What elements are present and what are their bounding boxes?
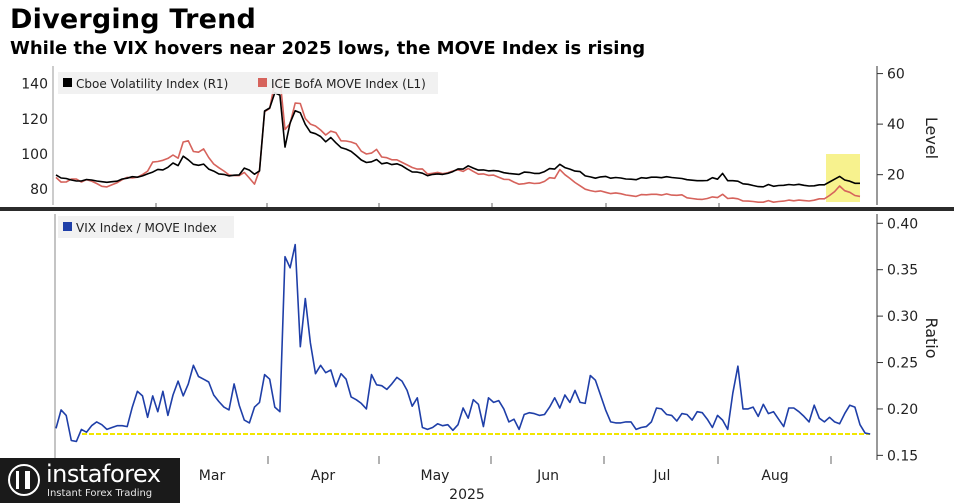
- watermark-brand: instaforex: [46, 460, 161, 488]
- bottom-panel: 0.15 0.20 0.25 0.30 0.35 0.40 Ratio VIX Index /…: [54, 214, 941, 503]
- panel-divider: [0, 207, 954, 211]
- top-panel: 80 100 120 140 20 40 60 Level Cboe Volatility In…: [0, 66, 954, 211]
- chart-title: Diverging Trend: [10, 4, 257, 35]
- top-right-tick-label: 40: [887, 117, 905, 133]
- bottom-right-tick-label: 0.35: [887, 263, 918, 279]
- bottom-right-tick-label: 0.40: [887, 216, 918, 232]
- x-tick-label: Jul: [653, 468, 671, 484]
- top-right-tick-label: 20: [887, 168, 905, 184]
- x-tick-label: Apr: [311, 468, 335, 484]
- x-tick-label: Aug: [761, 468, 788, 484]
- watermark: instaforex Instant Forex Trading: [0, 458, 180, 503]
- x-tick-label: May: [421, 468, 450, 484]
- top-left-tick-label: 80: [30, 182, 48, 198]
- instaforex-logo-icon: [8, 464, 40, 496]
- bottom-right-tick-label: 0.15: [887, 448, 918, 464]
- move-legend-swatch: [258, 78, 267, 87]
- top-left-tick-label: 120: [21, 112, 48, 128]
- watermark-tagline: Instant Forex Trading: [47, 488, 153, 499]
- vix-legend-label: Cboe Volatility Index (R1): [76, 77, 228, 91]
- ratio-legend-swatch: [63, 222, 72, 231]
- x-tick-label: Mar: [199, 468, 226, 484]
- top-axis-title: Level: [922, 117, 941, 159]
- vix-series-line: [55, 92, 860, 188]
- top-left-tick-label: 100: [21, 147, 48, 163]
- ratio-series-line: [55, 243, 871, 443]
- move-legend-label: ICE BofA MOVE Index (L1): [271, 77, 426, 91]
- x-tick-label: Jun: [536, 468, 559, 484]
- x-year-label: 2025: [449, 487, 485, 503]
- top-left-tick-label: 140: [21, 77, 48, 93]
- chart-subtitle: While the VIX hovers near 2025 lows, the…: [10, 38, 646, 59]
- ratio-legend-label: VIX Index / MOVE Index: [76, 221, 217, 235]
- top-legend-bg: [58, 72, 438, 94]
- bottom-right-tick-label: 0.20: [887, 402, 918, 418]
- bottom-right-tick-label: 0.30: [887, 309, 918, 325]
- move-series-line: [55, 77, 861, 203]
- bottom-axis-title: Ratio: [922, 317, 941, 358]
- vix-legend-swatch: [63, 78, 72, 87]
- bottom-right-tick-label: 0.25: [887, 356, 918, 372]
- top-right-tick-label: 60: [887, 67, 905, 83]
- bottom-legend-bg: [58, 216, 234, 238]
